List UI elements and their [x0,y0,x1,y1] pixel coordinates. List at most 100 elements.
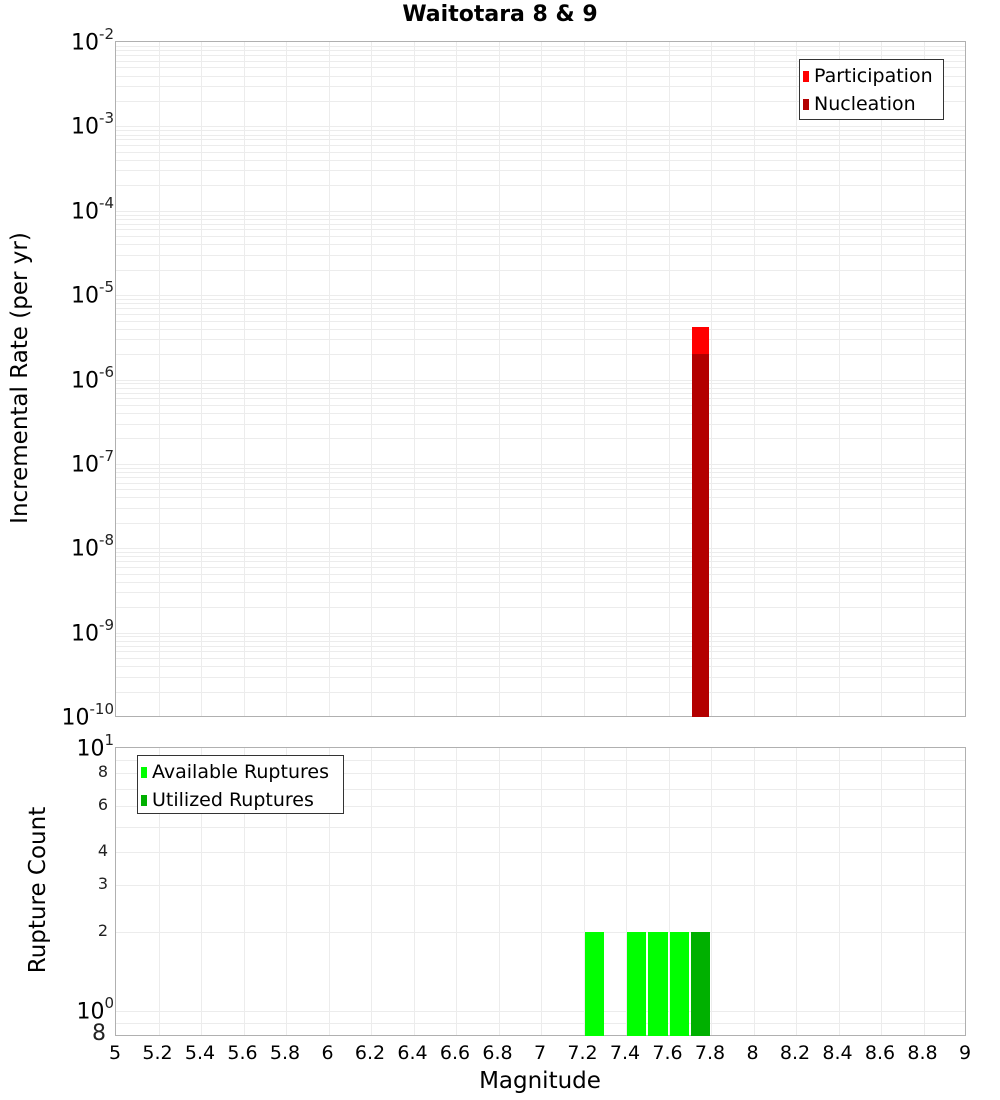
y-tick-label-minor: 3 [97,874,108,894]
gridline-h [116,806,965,808]
gridline-h [116,632,965,634]
gridline-h [116,573,965,575]
x-tick-label: 7.2 [567,1042,598,1064]
gridline-h [116,592,965,594]
gridline-v [711,748,712,1035]
gridline-h [116,636,965,638]
gridline-h [116,404,965,406]
x-tick-label: 6.2 [354,1042,386,1064]
available-swatch-icon [141,766,147,778]
y-tick-label: 10-3 [71,109,114,140]
top-plot-area: Participation Nucleation [115,41,966,717]
utilized-ruptures-bar [690,931,710,1036]
participation-swatch-icon [803,70,809,82]
gridline-h [116,75,965,77]
gridline-h [116,223,965,225]
gridline-h [116,438,965,440]
top-legend: Participation Nucleation [799,59,944,120]
gridline-v [201,748,202,1035]
x-axis-title: Magnitude [479,1068,601,1094]
gridline-h [116,185,965,187]
gridline-v [413,748,415,1035]
gridline-v [583,42,585,716]
gridline-h [116,313,965,315]
gridline-h [116,328,965,330]
bottom-legend: Available Ruptures Utilized Ruptures [137,755,344,814]
legend-item-available: Available Ruptures [141,758,339,786]
gridline-h [116,139,965,141]
gridline-v [328,748,330,1035]
y-tick-label-major: 100 [76,993,114,1024]
gridline-v [286,748,287,1035]
gridline-v [881,42,882,716]
y-tick-label: 10-2 [71,25,114,56]
gridline-v [753,748,755,1035]
y-tick-label-minor: 8 [92,1021,106,1046]
x-tick-label: 5.8 [269,1042,301,1064]
chart-title: Waitotara 8 & 9 [402,2,598,27]
gridline-v [456,748,457,1035]
x-tick-label: 5.6 [227,1042,258,1064]
x-tick-label: 6.8 [482,1042,513,1064]
x-tick-label: 7 [533,1042,547,1064]
y-tick-label: 10-8 [71,531,114,562]
y-tick-label-minor: 6 [97,795,108,815]
nucleation-bar [691,354,709,717]
gridline-h [116,507,965,509]
gridline-h [116,885,965,887]
gridline-h [116,134,965,136]
gridline-h [116,566,965,568]
gridline-v [158,42,160,716]
gridline-h [116,50,965,52]
x-tick-label: 6 [321,1042,334,1064]
gridline-h [116,548,965,550]
gridline-h [116,581,965,583]
x-tick-label: 9 [958,1042,972,1064]
gridline-h [116,295,965,297]
gridline-h [116,1010,965,1012]
x-tick-label: 8.4 [822,1042,853,1064]
available-ruptures-bar [648,931,668,1036]
x-tick-label: 7.4 [609,1042,641,1064]
gridline-h [116,645,965,647]
x-tick-label: 8 [746,1042,759,1064]
gridline-h [116,827,965,829]
gridline-h [116,463,965,465]
utilized-swatch-icon [141,794,147,806]
gridline-v [286,42,287,716]
legend-label-nucleation: Nucleation [814,93,916,115]
gridline-v [626,748,627,1035]
gridline-h [116,788,965,790]
gridline-h [116,55,965,57]
gridline-h [116,214,965,216]
gridline-h [116,556,965,558]
gridline-h [116,522,965,524]
gridline-v [243,42,245,716]
gridline-v [498,42,500,716]
gridline-h [116,666,965,668]
gridline-v [328,42,330,716]
y-tick-label: 10-6 [71,362,114,393]
x-tick-label: 6.6 [439,1042,471,1064]
legend-label-utilized: Utilized Ruptures [152,789,314,811]
y-tick-label: 10-4 [71,193,114,225]
gridline-v [583,748,585,1035]
gridline-v [371,42,372,716]
gridline-h [116,398,965,400]
gridline-h [116,379,965,381]
y-tick-label: 10-7 [71,446,114,478]
gridline-v [413,42,415,716]
legend-label-participation: Participation [814,65,933,87]
gridline-v [541,748,542,1035]
legend-item-utilized: Utilized Ruptures [141,786,339,814]
gridline-h [116,254,965,256]
y-tick-label-major: 101 [76,731,114,762]
gridline-h [116,773,965,775]
gridline-h [116,482,965,484]
gridline-h [116,218,965,220]
gridline-h [116,86,965,88]
gridline-h [116,640,965,642]
gridline-h [116,303,965,305]
gridline-h [116,476,965,478]
gridline-h [116,852,965,854]
